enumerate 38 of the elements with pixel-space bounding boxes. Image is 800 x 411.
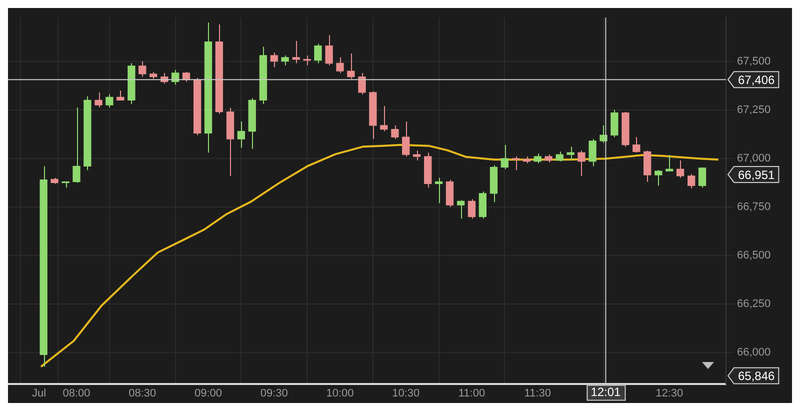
x-tick-label: 11:30 bbox=[524, 387, 551, 400]
candlestick bbox=[72, 107, 80, 184]
candlestick bbox=[588, 138, 596, 167]
x-tick-label: 11:00 bbox=[458, 387, 486, 400]
x-tick-label: 09:30 bbox=[260, 387, 288, 400]
x-tick-label: 08:00 bbox=[62, 387, 90, 400]
candlestick bbox=[347, 53, 355, 80]
y-tick-label: 66,000 bbox=[737, 346, 771, 359]
ref-line-label: 67,406 bbox=[738, 72, 776, 87]
candlestick bbox=[84, 96, 92, 171]
candlestick bbox=[654, 170, 662, 186]
ref-line-label: 12:01 bbox=[590, 385, 622, 400]
candlestick bbox=[622, 111, 630, 148]
x-tick-label: 12:30 bbox=[656, 387, 684, 400]
x-tick-label: 10:30 bbox=[392, 387, 420, 400]
candlestick bbox=[391, 124, 399, 140]
candlestick bbox=[325, 34, 333, 66]
y-tick-label: 67,500 bbox=[737, 55, 771, 68]
candlestick bbox=[544, 154, 552, 163]
candlestick bbox=[106, 94, 114, 108]
text: 66,951 bbox=[738, 168, 776, 182]
x-tick-label: Jul bbox=[32, 387, 46, 400]
y-tick-label: 66,750 bbox=[737, 201, 771, 214]
y-tick-label: 66,500 bbox=[737, 250, 771, 262]
candlestick bbox=[40, 166, 48, 368]
candlestick bbox=[94, 92, 102, 108]
candlestick bbox=[369, 90, 377, 140]
candlestick bbox=[412, 150, 421, 161]
candlestick bbox=[314, 43, 322, 64]
x-tick-label: 08:30 bbox=[128, 387, 156, 400]
candlestick bbox=[281, 54, 289, 66]
y-tick-label: 67,250 bbox=[737, 104, 771, 116]
candlestick bbox=[336, 56, 344, 74]
x-tick-label: 10:00 bbox=[326, 387, 354, 400]
y-tick-label: 67,000 bbox=[737, 152, 771, 164]
y-tick-label: 66,250 bbox=[737, 298, 771, 310]
x-tick-label: 09:00 bbox=[194, 387, 222, 400]
text: 65,846 bbox=[738, 369, 776, 384]
